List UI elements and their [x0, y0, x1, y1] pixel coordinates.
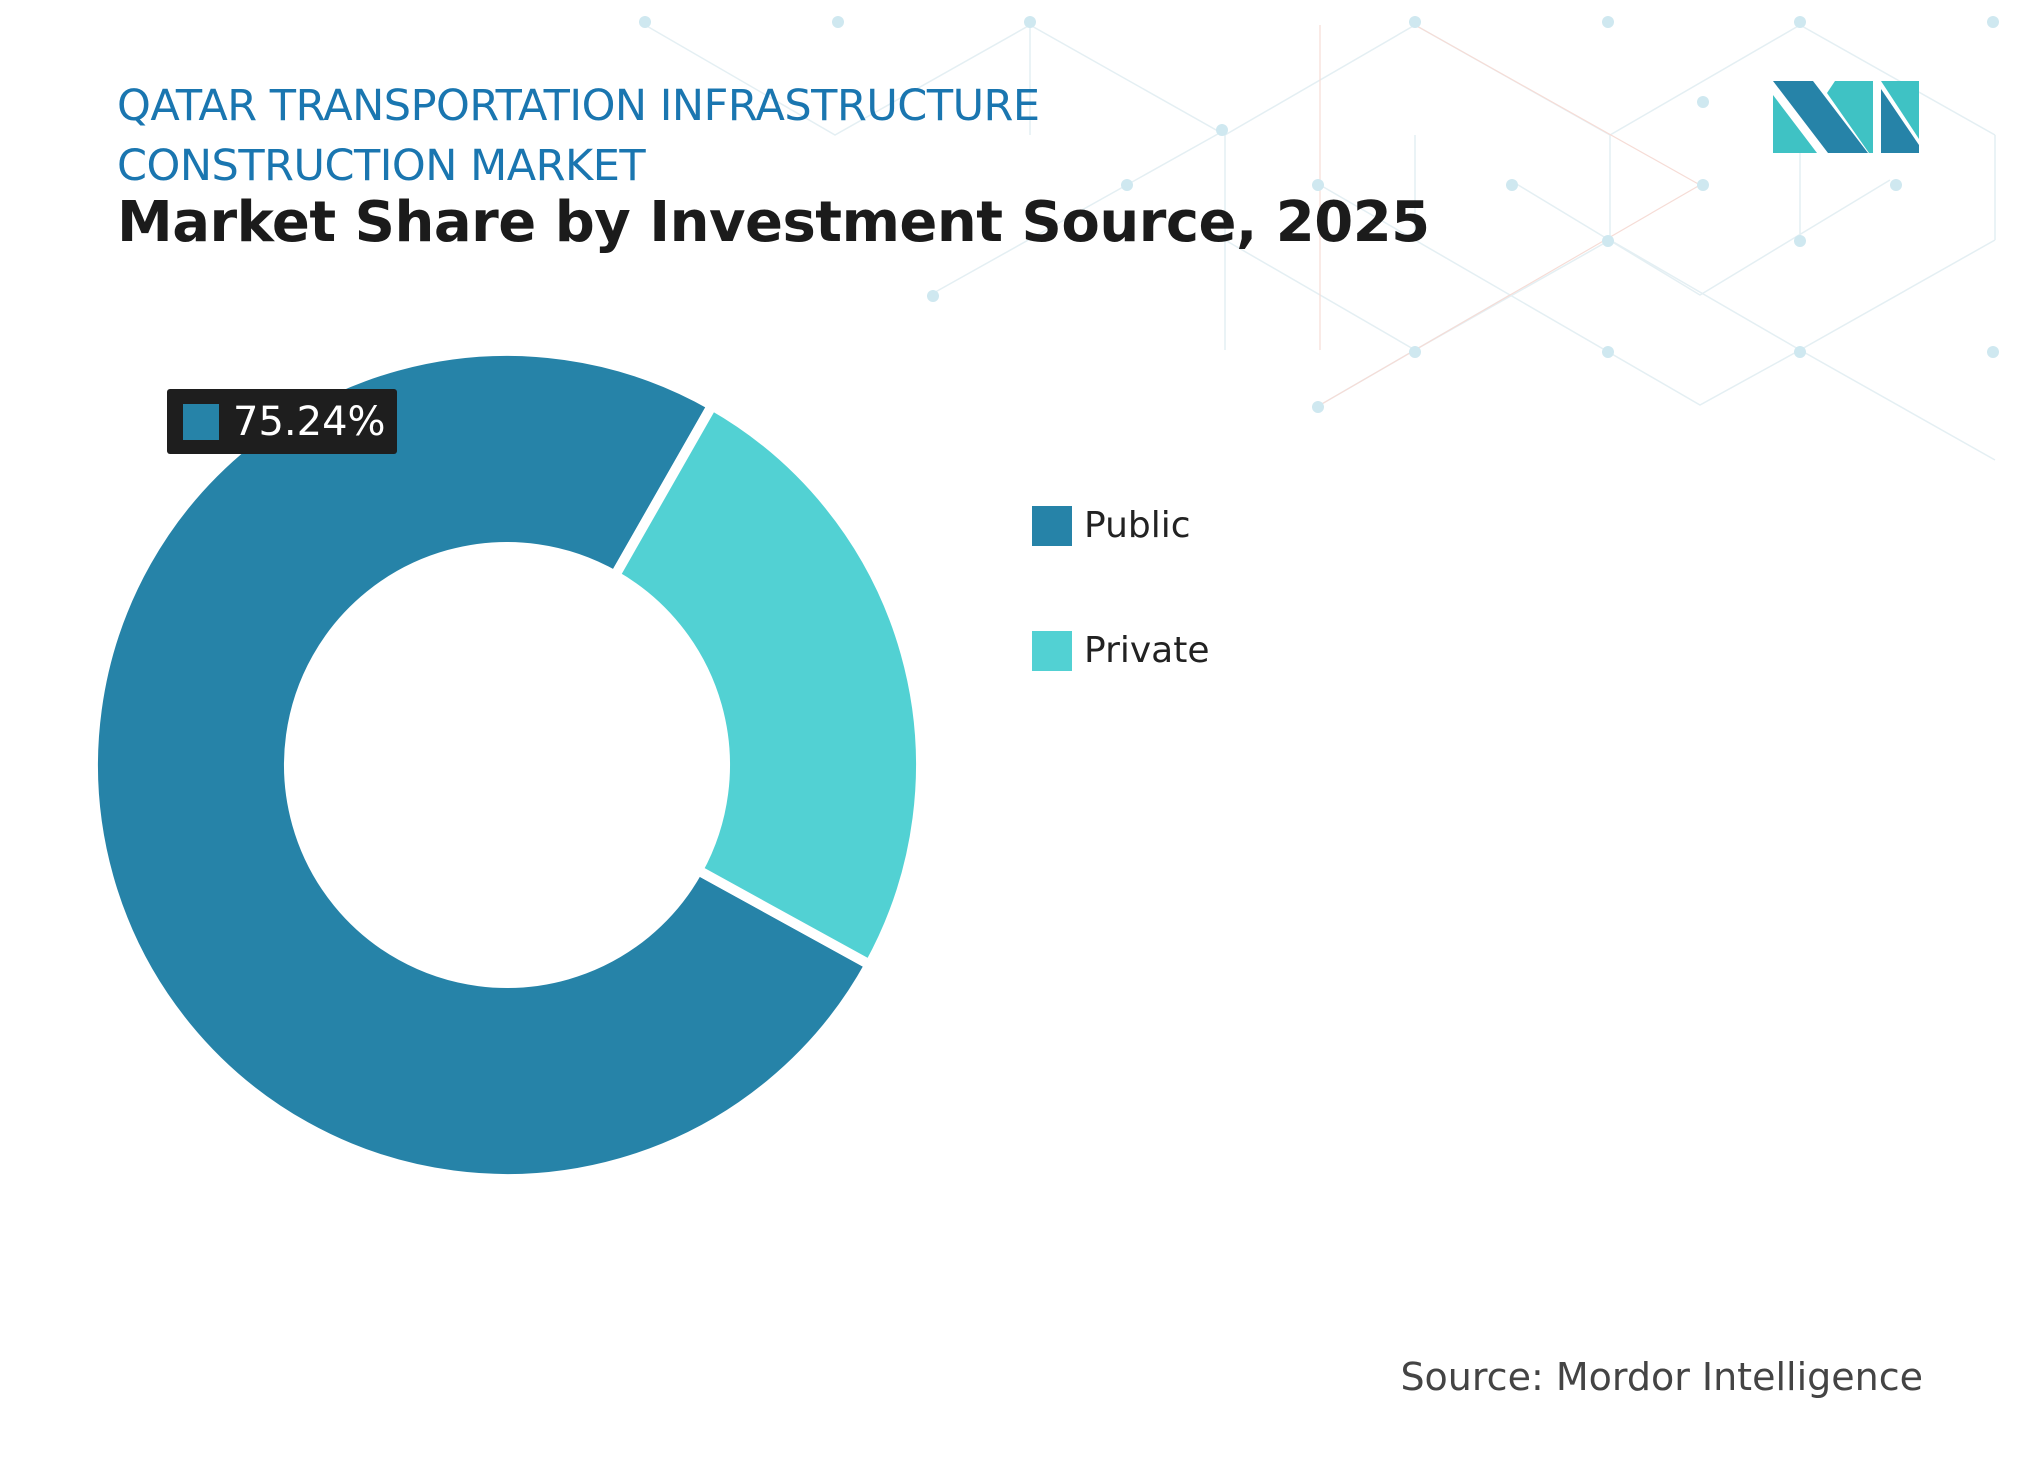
legend-item-private: Private: [1032, 630, 1210, 671]
data-label-text: 75.24%: [233, 398, 386, 445]
report-title-line1: QATAR TRANSPORTATION INFRASTRUCTURE: [117, 81, 1040, 131]
report-title-line2: CONSTRUCTION MARKET: [117, 141, 646, 191]
legend-label-private: Private: [1084, 630, 1210, 671]
report-title: QATAR TRANSPORTATION INFRASTRUCTURE CONS…: [117, 76, 1040, 196]
mi-logo-icon: [1773, 81, 1919, 153]
chart-subtitle: Market Share by Investment Source, 2025: [117, 190, 1430, 255]
legend-label-public: Public: [1084, 505, 1191, 546]
data-label-public: 75.24%: [167, 389, 397, 454]
donut-slice-private: [608, 398, 926, 972]
data-label-swatch: [183, 403, 219, 440]
donut-slice-public: [88, 346, 877, 1184]
legend-swatch-private: [1032, 630, 1072, 671]
source-note: Source: Mordor Intelligence: [1400, 1355, 1923, 1399]
legend-item-public: Public: [1032, 505, 1191, 546]
legend-swatch-public: [1032, 505, 1072, 546]
